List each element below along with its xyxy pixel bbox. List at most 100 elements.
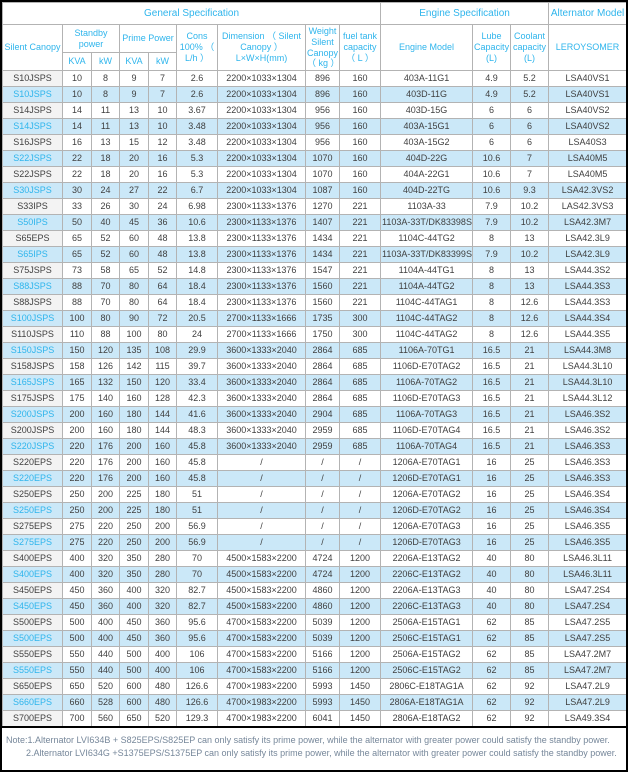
- spec-cell: 92: [510, 710, 550, 728]
- spec-cell: LSA40VS2: [548, 102, 626, 120]
- silent-canopy-model: S400EPS: [2, 550, 63, 568]
- spec-cell: 26: [91, 198, 120, 216]
- spec-cell: 16: [148, 150, 177, 168]
- spec-cell: LSA46.3L11: [548, 566, 626, 584]
- spec-cell: 1450: [338, 678, 382, 696]
- spec-cell: 200: [62, 406, 92, 424]
- table-row: S220EPS 220 176 200 160 45.8///1206A-E70TAG1 1…: [2, 454, 626, 472]
- silent-canopy-model: S275EPS: [2, 534, 63, 552]
- spec-cell: 480: [148, 678, 177, 696]
- table-row: S150JSPS 150 120 135 108 29.9 3600×1333×2040 28…: [2, 342, 626, 360]
- silent-canopy-model: S220JSPS: [2, 438, 63, 456]
- silent-canopy-model: S550EPS: [2, 646, 63, 664]
- spec-cell: 403D-11G: [380, 86, 474, 104]
- spec-cell: 62: [472, 662, 512, 680]
- spec-cell: 221: [338, 214, 382, 232]
- spec-cell: 560: [91, 710, 120, 728]
- spec-cell: 126.6: [176, 694, 218, 712]
- spec-cell: 450: [62, 582, 92, 600]
- spec-cell: 33: [62, 198, 92, 216]
- spec-cell: 80: [148, 326, 177, 344]
- table-row: S165JSPS 165 132 150 120 33.4 3600×1333×2040 28…: [2, 374, 626, 392]
- spec-cell: 8: [472, 230, 512, 248]
- spec-cell: 956: [305, 118, 340, 136]
- spec-cell: 4724: [305, 550, 340, 568]
- spec-cell: LSA44.3S3: [548, 294, 626, 312]
- spec-cell: 160: [338, 182, 382, 200]
- spec-cell: LSA40VS1: [548, 86, 626, 104]
- spec-cell: 2959: [305, 422, 340, 440]
- spec-cell: 1450: [338, 710, 382, 728]
- spec-cell: 129.3: [176, 710, 218, 728]
- spec-cell: LSA42.3L9: [548, 246, 626, 264]
- spec-cell: 80: [119, 278, 149, 296]
- spec-cell: 106: [176, 646, 218, 664]
- spec-cell: 16.5: [472, 406, 512, 424]
- spec-cell: /: [338, 454, 382, 472]
- spec-cell: 3.48: [176, 134, 218, 152]
- spec-cell: 62: [472, 630, 512, 648]
- table-row: S450EPS 450 360 400 320 82.7 4500×1583×2200 486…: [2, 598, 626, 616]
- spec-cell: 450: [62, 598, 92, 616]
- spec-cell: 400: [62, 550, 92, 568]
- spec-cell: 320: [91, 566, 120, 584]
- silent-canopy-model: S10JSPS: [2, 86, 63, 104]
- spec-cell: 8: [472, 310, 512, 328]
- spec-cell: LSA49.3S4: [548, 710, 626, 728]
- table-row: S220JSPS 220 176 200 160 45.8 3600×1333×2040 29…: [2, 438, 626, 456]
- spec-cell: 21: [510, 438, 550, 456]
- spec-cell: 2206A-E13TAG2: [380, 550, 474, 568]
- header-cons: Cons 100% （ L/h ）: [176, 23, 218, 72]
- spec-cell: 1200: [338, 566, 382, 584]
- spec-cell: 62: [472, 694, 512, 712]
- spec-cell: 2300×1133×1376: [217, 230, 306, 248]
- spec-cell: 6041: [305, 710, 340, 728]
- header-kva-standby: KVA: [62, 52, 92, 72]
- spec-cell: 13: [510, 278, 550, 296]
- silent-canopy-model: S75JSPS: [2, 262, 63, 280]
- spec-cell: 25: [510, 502, 550, 520]
- spec-cell: 158: [62, 358, 92, 376]
- silent-canopy-model: S650EPS: [2, 678, 63, 696]
- spec-cell: 400: [91, 614, 120, 632]
- spec-cell: 15: [119, 134, 149, 152]
- spec-cell: 300: [338, 326, 382, 344]
- table-row: S65IPS 65 52 60 48 13.8 2300×1133×1376 1434 221 1…: [2, 246, 626, 264]
- spec-cell: 5.3: [176, 166, 218, 184]
- spec-cell: 82.7: [176, 598, 218, 616]
- spec-cell: 8: [91, 70, 120, 88]
- spec-cell: 528: [91, 694, 120, 712]
- spec-cell: 4.9: [472, 70, 512, 88]
- spec-cell: 320: [91, 550, 120, 568]
- silent-canopy-model: S150JSPS: [2, 342, 63, 360]
- header-general-specification: General Specification: [2, 2, 382, 25]
- spec-cell: 176: [91, 454, 120, 472]
- spec-cell: 5039: [305, 630, 340, 648]
- silent-canopy-model: S400EPS: [2, 566, 63, 584]
- table-row: S88JSPS 88 70 80 64 18.4 2300×1133×1376 1560 221…: [2, 294, 626, 312]
- spec-cell: 95.6: [176, 614, 218, 632]
- silent-canopy-model: S65IPS: [2, 246, 63, 264]
- silent-canopy-model: S200JSPS: [2, 406, 63, 424]
- spec-cell: 8: [472, 262, 512, 280]
- spec-cell: 3600×1333×2040: [217, 422, 306, 440]
- spec-cell: 48: [148, 246, 177, 264]
- spec-cell: /: [338, 470, 382, 488]
- spec-cell: 10.2: [510, 246, 550, 264]
- spec-cell: 13: [91, 134, 120, 152]
- spec-cell: 62: [472, 678, 512, 696]
- spec-cell: 1104C-44TAG2: [380, 326, 474, 344]
- table-row: S500EPS 500 400 450 360 95.6 4700×1583×2200 503…: [2, 630, 626, 648]
- spec-cell: 2864: [305, 390, 340, 408]
- spec-cell: 30: [119, 198, 149, 216]
- spec-cell: 144: [148, 406, 177, 424]
- spec-cell: 2904: [305, 406, 340, 424]
- spec-cell: 12: [148, 134, 177, 152]
- spec-cell: 200: [91, 486, 120, 504]
- spec-cell: 350: [119, 566, 149, 584]
- spec-cell: 9.3: [510, 182, 550, 200]
- silent-canopy-model: S700EPS: [2, 710, 63, 728]
- silent-canopy-model: S250EPS: [2, 486, 63, 504]
- spec-cell: 80: [510, 598, 550, 616]
- spec-cell: 1106A-70TAG2: [380, 374, 474, 392]
